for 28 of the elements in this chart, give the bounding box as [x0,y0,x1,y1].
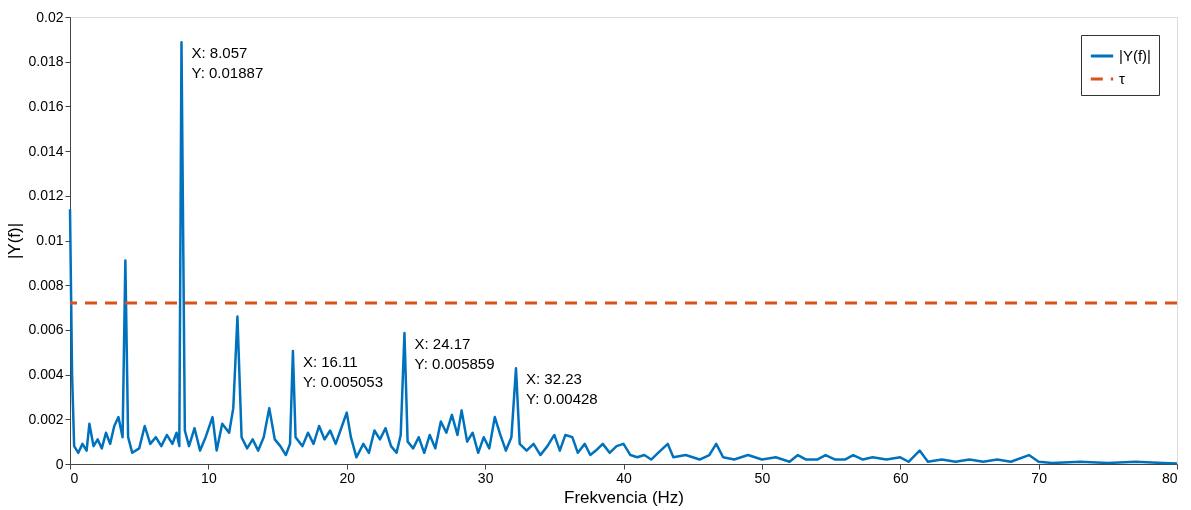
y-tick-label: 0.014 [28,142,64,159]
y-tick-label: 0.002 [28,410,64,427]
x-axis-title: Frekvencia (Hz) [564,487,684,507]
y-tick-label: 0 [55,455,64,472]
y-tick-label: 0.02 [36,8,64,25]
annotation: X: 16.11 Y: 0.005053 [302,353,383,391]
y-tick-label: 0.018 [28,53,64,70]
legend-label: |Y(f)| [1119,47,1151,64]
y-tick-label: 0.004 [28,366,64,383]
x-tick-label: 60 [892,469,909,486]
x-tick-label: 50 [754,469,771,486]
x-tick-label: 10 [201,469,217,486]
annotation: X: 32.23 Y: 0.00428 [525,370,598,408]
y-axis-title: |Y(f)| [5,222,25,260]
y-tick-label: 0.016 [28,97,64,114]
annotation: X: 8.057 Y: 0.01887 [191,44,264,82]
y-tick-label: 0.012 [28,187,64,204]
x-tick-label: 40 [616,469,632,486]
y-tick-label: 0.008 [28,276,64,293]
x-tick-label: 80 [1161,469,1178,486]
y-tick-label: 0.006 [28,321,64,338]
x-tick-label: 70 [1031,469,1048,486]
x-tick-label: 20 [339,469,356,486]
x-tick-label: 30 [477,469,494,486]
annotation: X: 24.17 Y: 0.005859 [414,335,495,373]
y-tick-label: 0.01 [36,232,64,248]
legend-label: τ [1119,70,1125,87]
x-tick-label: 0 [70,469,79,486]
